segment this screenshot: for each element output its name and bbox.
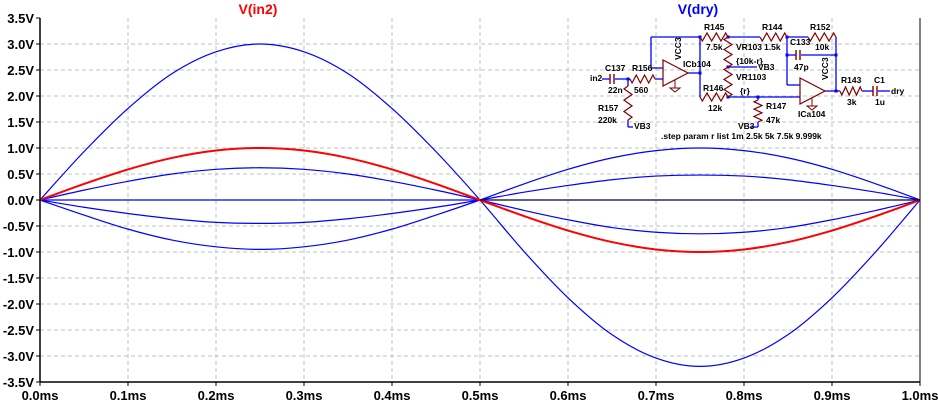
vb3-label: VB3 [634, 121, 651, 131]
y-tick-label: -2.5V [3, 323, 34, 338]
junction-dot [756, 95, 760, 99]
vcc3-label: VCC3 [820, 57, 830, 80]
r143-label: R143 [841, 75, 862, 85]
resistor-r152[interactable] [807, 31, 837, 43]
r144-value: 1.5k [764, 42, 781, 52]
x-tick-label: 0.2ms [198, 388, 235, 403]
dry-net-label: dry [891, 86, 905, 96]
capacitor-c1[interactable] [872, 86, 878, 96]
resistor-r143[interactable] [839, 85, 863, 97]
x-tick-label: 0.1ms [110, 388, 147, 403]
vb3-label: VB3 [738, 121, 755, 131]
r157-value: 220k [598, 115, 617, 125]
schematic-components [609, 31, 878, 123]
r143-value: 3k [847, 97, 857, 107]
y-tick-label: -0.5V [3, 219, 34, 234]
y-tick-label: 0.5V [7, 167, 34, 182]
step-directive[interactable]: .step param r list 1m 2.5k 5k 7.5k 9.999… [661, 131, 822, 141]
x-tick-label: 0.8ms [726, 388, 763, 403]
x-tick-label: 0.0ms [22, 388, 59, 403]
x-axis-ticks: 0.0ms 0.1ms 0.2ms 0.3ms 0.4ms 0.5ms 0.6ms 0.7ms… [22, 382, 938, 403]
r157-label: R157 [598, 103, 619, 113]
capacitor-c133[interactable] [795, 50, 801, 60]
r144-label: R144 [762, 22, 783, 32]
r145-label: R145 [704, 22, 725, 32]
vr103-label: VR103 [736, 42, 762, 52]
y-tick-label: 2.0V [7, 89, 34, 104]
y-tick-label: 1.0V [7, 141, 34, 156]
axes [39, 18, 921, 383]
junction-dot [698, 71, 702, 75]
c133-value: 47p [794, 62, 809, 72]
capacitor-c137[interactable] [609, 74, 615, 84]
schematic-inset: R145 7.5k R144 1.5k R152 10k VR103 {10k-… [590, 22, 905, 141]
y-tick-label: -3.0V [3, 349, 34, 364]
x-tick-label: 0.6ms [550, 388, 587, 403]
trace-label-vin2[interactable]: V(in2) [239, 1, 278, 17]
y-tick-label: -1.5V [3, 271, 34, 286]
junction-dot [834, 89, 838, 93]
y-axis-ticks: 3.5V 3.0V 2.5V 2.0V 1.5V 1.0V 0.5V 0.0V -0.5V -1.… [3, 11, 40, 390]
x-tick-label: 0.7ms [638, 388, 675, 403]
r152-value: 10k [815, 42, 829, 52]
vr1103-label: VR1103 [736, 72, 767, 82]
potentiometer-vr1103[interactable] [722, 66, 734, 98]
x-tick-label: 0.5ms [462, 388, 499, 403]
r147-value: 47k [766, 115, 780, 125]
y-tick-label: 3.0V [7, 37, 34, 52]
r145-value: 7.5k [706, 42, 723, 52]
ground-icon [668, 80, 682, 93]
ica104-label: ICa104 [798, 109, 826, 119]
traces [39, 43, 921, 368]
vcc3-label: VCC3 [673, 37, 683, 60]
trace-v-dry-r-1m[interactable] [39, 43, 921, 368]
y-tick-label: 1.5V [7, 115, 34, 130]
c1-value: 1u [875, 97, 885, 107]
y-tick-label: -1.0V [3, 245, 34, 260]
c133-label: C133 [790, 37, 811, 47]
junction-dot [626, 77, 630, 81]
x-tick-label: 1.0ms [902, 388, 938, 403]
vr103-value: {10k-r} [736, 56, 764, 66]
resistor-r146[interactable] [699, 91, 729, 103]
opamp-icb104[interactable] [662, 59, 690, 87]
y-tick-label: -2.0V [3, 297, 34, 312]
resistor-r145[interactable] [699, 31, 729, 43]
x-tick-label: 0.3ms [286, 388, 323, 403]
trace-v-dry-r-9-999k[interactable] [39, 147, 921, 251]
r147-label: R147 [766, 101, 787, 111]
y-tick-label: -3.5V [3, 375, 34, 390]
ground-icon [805, 98, 819, 111]
resistor-r147[interactable] [752, 99, 764, 123]
y-tick-label: 2.5V [7, 63, 34, 78]
r146-value: 12k [708, 103, 722, 113]
x-tick-label: 0.4ms [374, 388, 411, 403]
c137-value: 22n [608, 85, 623, 95]
potentiometer-vr103[interactable] [722, 36, 734, 68]
resistor-r144[interactable] [759, 31, 788, 43]
junction-dot [834, 53, 838, 57]
opamp-ica104[interactable] [799, 77, 827, 105]
resistor-r156[interactable] [629, 73, 656, 85]
y-tick-label: 0.0V [7, 193, 34, 208]
trace-label-vdry[interactable]: V(dry) [678, 1, 718, 17]
x-tick-label: 0.9ms [814, 388, 851, 403]
r152-label: R152 [810, 22, 831, 32]
c1-label: C1 [874, 75, 885, 85]
in2-net-label: in2 [590, 73, 603, 83]
r156-value: 560 [634, 85, 648, 95]
resistor-r157[interactable] [622, 85, 634, 121]
r146-label: R146 [703, 83, 724, 93]
r156-label: R156 [632, 63, 653, 73]
c137-label: C137 [605, 63, 626, 73]
vb3-label: VB3 [758, 62, 775, 72]
vr1103-value: {r} [740, 86, 751, 96]
y-tick-label: 3.5V [7, 11, 34, 26]
junction-dot [785, 53, 789, 57]
icb104-label: ICb104 [683, 59, 711, 69]
